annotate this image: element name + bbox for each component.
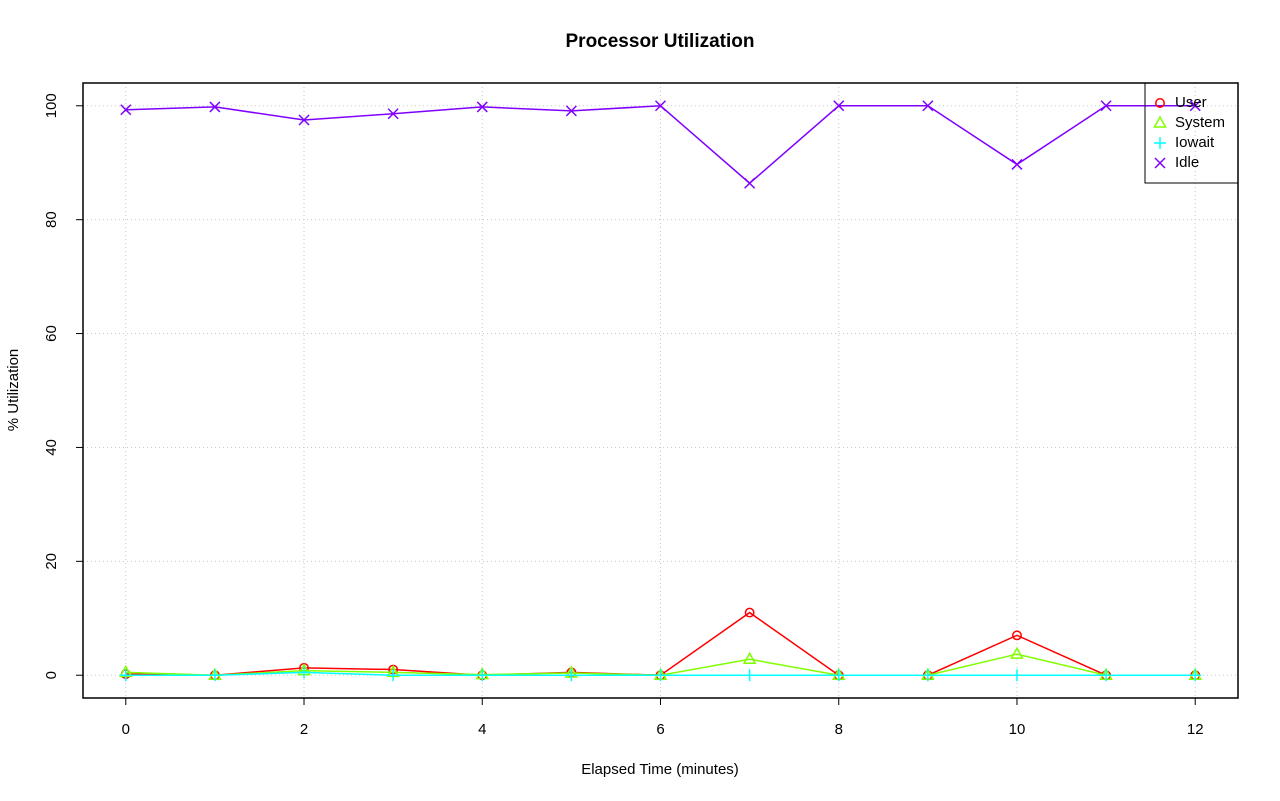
legend-box — [1144, 82, 1239, 184]
x-axis-label: Elapsed Time (minutes) — [581, 761, 739, 778]
point — [120, 104, 132, 116]
point — [1100, 100, 1112, 112]
x-tick-label: 6 — [656, 721, 664, 738]
point — [208, 669, 221, 682]
point — [921, 669, 934, 682]
point — [209, 101, 221, 113]
legend-symbol — [1153, 115, 1167, 128]
y-axis-label: % Utilization — [5, 349, 22, 432]
point — [1011, 158, 1023, 170]
point — [922, 100, 934, 112]
y-tick-label: 60 — [43, 325, 60, 342]
x-tick-label: 12 — [1187, 721, 1204, 738]
legend-label: System — [1175, 114, 1225, 131]
legend-symbol — [1155, 98, 1165, 108]
y-tick-label: 100 — [43, 93, 60, 118]
x-tick-label: 2 — [300, 721, 308, 738]
point — [654, 669, 667, 682]
chart-title: Processor Utilization — [566, 31, 755, 52]
point — [1189, 100, 1201, 112]
x-tick-label: 10 — [1009, 721, 1026, 738]
legend-symbol — [1154, 137, 1166, 149]
y-tick-label: 20 — [43, 553, 60, 570]
y-tick-label: 0 — [43, 671, 60, 679]
legend-label: Iowait — [1175, 134, 1215, 151]
y-tick-label: 80 — [43, 211, 60, 228]
point — [387, 669, 400, 682]
point — [833, 100, 845, 112]
point — [565, 669, 578, 682]
point — [654, 100, 667, 112]
point — [298, 666, 311, 679]
legend-label: Idle — [1175, 154, 1199, 171]
legend-symbol — [1154, 157, 1166, 169]
point — [387, 108, 399, 120]
x-tick-label: 8 — [835, 721, 843, 738]
x-tick-label: 0 — [122, 721, 130, 738]
legend-label: User — [1175, 94, 1207, 111]
plot-frame — [82, 82, 1239, 699]
x-tick-label: 4 — [478, 721, 486, 738]
point — [1189, 669, 1202, 682]
point — [476, 669, 489, 682]
point — [298, 114, 310, 126]
point — [1010, 669, 1023, 682]
point — [1012, 630, 1022, 641]
point — [744, 177, 756, 189]
point — [744, 607, 755, 618]
point — [1100, 669, 1113, 682]
point — [565, 105, 577, 117]
point — [742, 651, 757, 665]
y-tick-label: 40 — [43, 439, 60, 456]
point — [743, 669, 756, 682]
point — [119, 669, 132, 682]
point — [832, 669, 845, 682]
point — [1010, 646, 1024, 659]
point — [476, 101, 488, 113]
